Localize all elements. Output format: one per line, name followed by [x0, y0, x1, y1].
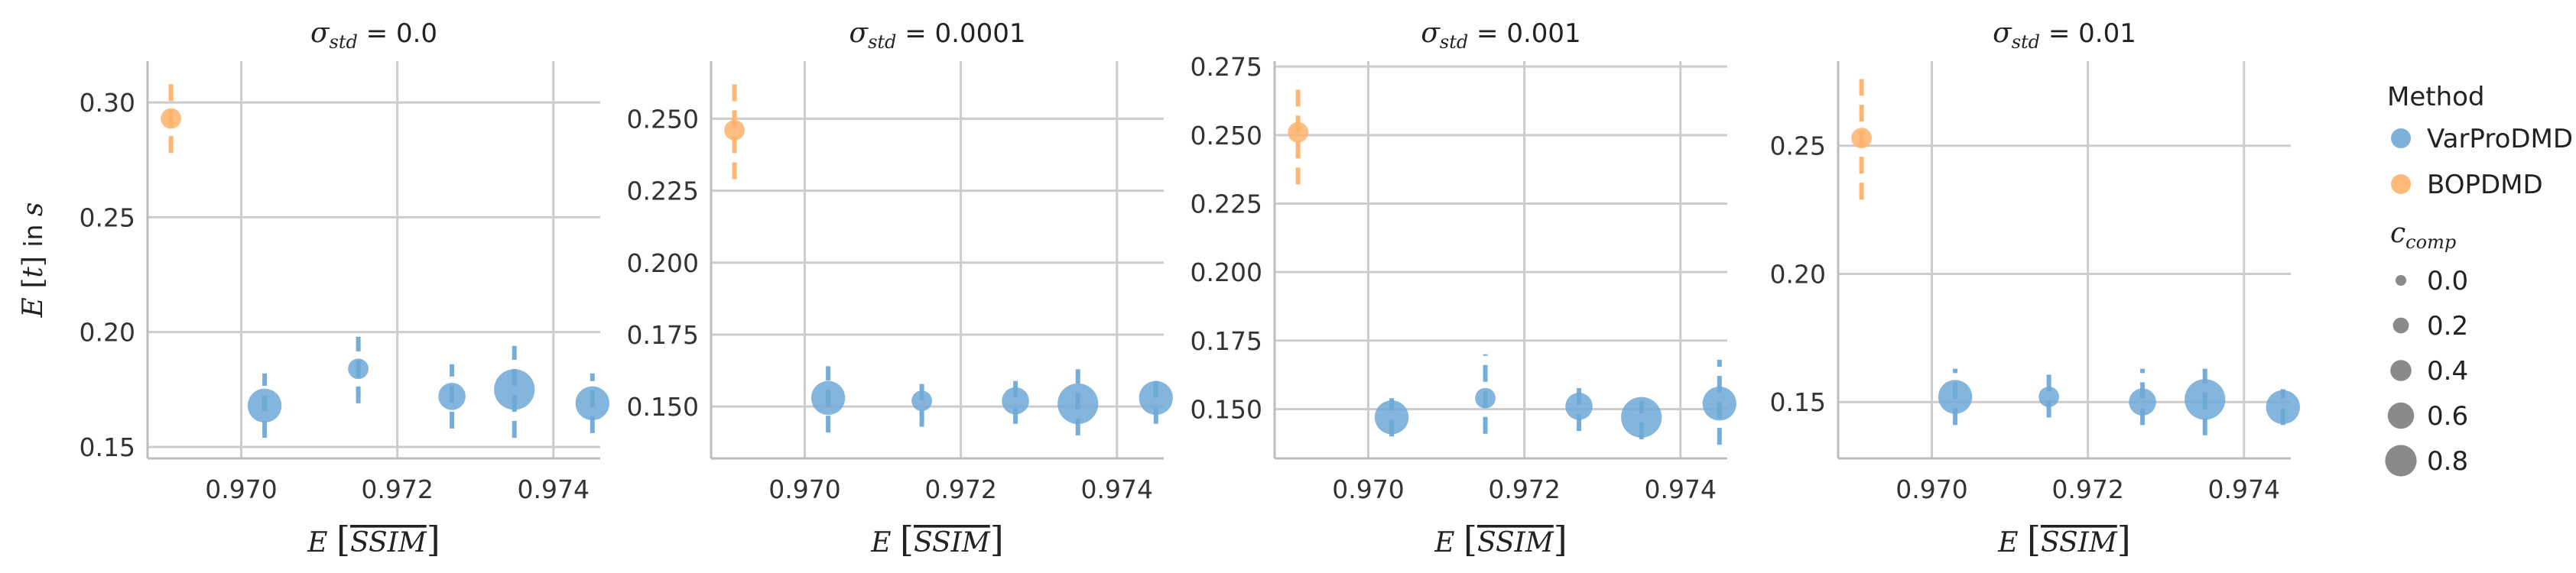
subplot-title: σstd = 0.001 — [1421, 18, 1580, 53]
subplot-2: 0.970 0.972 0.974 0.150 0.175 0.200 0.225 0.250… — [627, 18, 1173, 560]
subplot-title: σstd = 0.0001 — [849, 18, 1026, 53]
y-tick-label: 0.20 — [1770, 259, 1826, 289]
subplot-3: 0.970 0.972 0.974 0.150 0.175 0.200 0.225 0.250… — [1191, 18, 1736, 560]
x-axis-label: E [SSIM] — [1434, 519, 1567, 560]
y-tick-label: 0.25 — [80, 202, 135, 232]
data-point — [1139, 380, 1173, 416]
subplot-title: σstd = 0.01 — [1993, 18, 2136, 53]
x-tick-label: 0.972 — [2051, 474, 2123, 504]
data-point — [1057, 383, 1099, 425]
data-point — [1621, 397, 1662, 438]
data-point — [2038, 387, 2059, 407]
subplot-1: 0.970 0.972 0.974 0.15 0.20 0.25 0.30 σstd = 0.… — [18, 18, 609, 560]
data-point — [494, 369, 535, 410]
x-tick-label: 0.970 — [1895, 474, 1967, 504]
x-tick-label: 0.974 — [1645, 474, 1717, 504]
legend-size-label: 0.6 — [2427, 401, 2468, 432]
legend-label: BOPDMD — [2427, 170, 2543, 200]
legend-marker — [2391, 174, 2411, 194]
legend: Method VarProDMD BOPDMD ccomp 0.0 0.2 0.4 0.6 0.… — [2385, 82, 2573, 477]
data-point — [810, 380, 846, 416]
y-tick-label: 0.200 — [1191, 257, 1262, 287]
subplot-grid: 0.970 0.972 0.974 0.15 0.20 0.25 0.30 σstd = 0.… — [18, 18, 2300, 560]
x-tick-label: 0.974 — [518, 474, 590, 504]
data-point — [2129, 388, 2156, 416]
y-tick-label: 0.225 — [627, 176, 699, 206]
x-tick-label: 0.970 — [768, 474, 840, 504]
x-tick-label: 0.972 — [924, 474, 996, 504]
legend-marker — [2391, 128, 2411, 148]
data-point — [1002, 387, 1029, 415]
y-tick-label: 0.15 — [80, 432, 135, 462]
legend-method-title: Method — [2387, 82, 2485, 112]
data-point — [1851, 128, 1873, 149]
subplot-4: 0.970 0.972 0.974 0.15 0.20 0.25 σstd = 0.01 E … — [1770, 18, 2300, 560]
legend-size-label: 0.2 — [2427, 311, 2468, 342]
data-point — [247, 388, 282, 423]
x-tick-label: 0.974 — [1081, 474, 1153, 504]
data-point — [911, 390, 932, 412]
data-point — [1702, 387, 1736, 421]
y-tick-label: 0.20 — [80, 318, 135, 348]
x-axis-label: E [SSIM] — [1997, 519, 2130, 560]
data-point — [724, 120, 746, 141]
legend-size-title: ccomp — [2390, 218, 2456, 253]
y-tick-label: 0.15 — [1770, 387, 1826, 417]
y-tick-label: 0.200 — [627, 248, 699, 278]
x-tick-label: 0.972 — [1488, 474, 1560, 504]
data-point — [348, 358, 369, 380]
legend-size-marker — [2396, 275, 2406, 286]
data-point — [438, 383, 466, 410]
y-tick-label: 0.175 — [1191, 326, 1262, 356]
y-tick-label: 0.25 — [1770, 131, 1826, 161]
y-tick-label: 0.175 — [627, 320, 699, 350]
legend-label: VarProDMD — [2427, 124, 2573, 154]
y-tick-label: 0.250 — [627, 104, 699, 134]
data-point — [1565, 393, 1593, 420]
y-tick-label: 0.30 — [80, 88, 135, 118]
x-tick-label: 0.974 — [2208, 474, 2280, 504]
data-point — [1288, 121, 1309, 143]
data-point — [161, 108, 182, 129]
y-tick-label: 0.225 — [1191, 189, 1262, 219]
legend-size-label: 0.8 — [2427, 446, 2468, 477]
data-point — [1374, 400, 1409, 435]
y-tick-label: 0.250 — [1191, 121, 1262, 151]
data-point — [1938, 380, 1973, 414]
legend-size-marker — [2392, 317, 2409, 334]
x-tick-label: 0.972 — [361, 474, 433, 504]
legend-size-marker — [2390, 360, 2412, 381]
y-tick-label: 0.150 — [1191, 394, 1262, 424]
legend-size-label: 0.4 — [2427, 356, 2468, 387]
legend-size-marker — [2385, 445, 2417, 477]
data-point — [2266, 390, 2300, 425]
y-tick-label: 0.275 — [1191, 52, 1262, 82]
legend-size-label: 0.0 — [2427, 266, 2468, 296]
subplot-title: σstd = 0.0 — [310, 18, 437, 53]
x-axis-label: E [SSIM] — [870, 519, 1003, 560]
legend-size-marker — [2387, 402, 2415, 429]
x-axis-label: E [SSIM] — [307, 519, 440, 560]
data-point — [2185, 379, 2226, 420]
data-point — [575, 386, 609, 421]
data-point — [1475, 387, 1496, 409]
y-axis-label: E [t] in s — [18, 202, 49, 319]
x-tick-label: 0.970 — [205, 474, 277, 504]
x-tick-label: 0.970 — [1332, 474, 1404, 504]
y-tick-label: 0.150 — [627, 392, 699, 422]
